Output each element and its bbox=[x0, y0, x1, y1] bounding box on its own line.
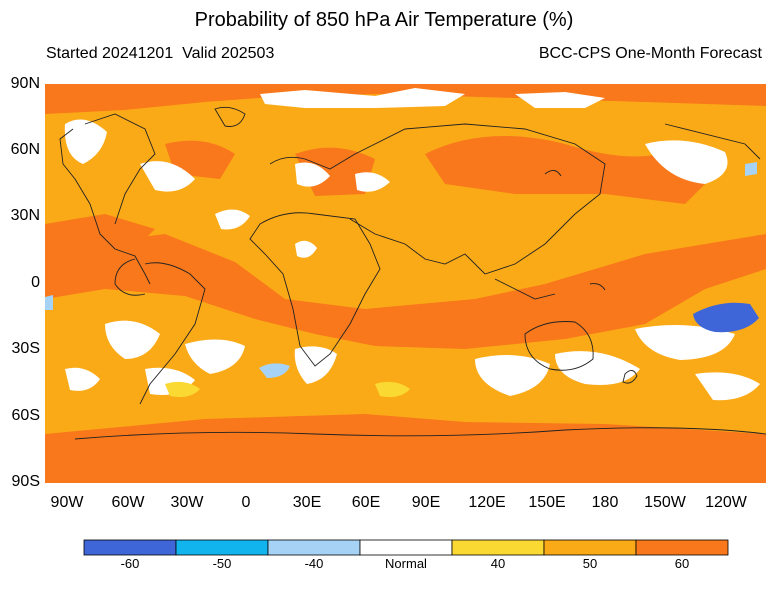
lon-label-30e: 30E bbox=[292, 494, 322, 511]
legend-label: -60 bbox=[120, 556, 140, 571]
legend-label: 60 bbox=[674, 556, 690, 571]
legend-swatch bbox=[543, 539, 637, 556]
legend-label: -50 bbox=[212, 556, 232, 571]
legend-label: -40 bbox=[304, 556, 324, 571]
strong-warm-regions bbox=[45, 84, 766, 483]
legend-swatch bbox=[451, 539, 545, 556]
lon-label-0: 0 bbox=[241, 494, 251, 511]
lat-label-0: 0 bbox=[31, 274, 40, 291]
legend-label: Normal bbox=[385, 556, 427, 571]
legend-swatch bbox=[83, 539, 177, 556]
lon-label-60e: 60E bbox=[351, 494, 381, 511]
lon-label-120w: 120W bbox=[705, 494, 747, 511]
lat-label-60s: 60S bbox=[11, 407, 40, 424]
lat-label-90n: 90N bbox=[10, 75, 40, 92]
light-warm-regions bbox=[165, 381, 410, 398]
coastlines bbox=[59, 106, 766, 440]
lon-label-150w: 150W bbox=[644, 494, 686, 511]
cold-anomalies bbox=[45, 162, 759, 378]
lat-label-90s: 90S bbox=[11, 473, 40, 490]
legend-swatch bbox=[175, 539, 269, 556]
subtitle-dates: Started 20241201 Valid 202503 bbox=[46, 45, 274, 63]
legend-label: 40 bbox=[490, 556, 506, 571]
lat-label-30n: 30N bbox=[10, 207, 40, 224]
lon-label-90w: 90W bbox=[50, 494, 84, 511]
probability-map bbox=[45, 84, 766, 483]
lat-label-60n: 60N bbox=[10, 141, 40, 158]
legend-swatches bbox=[83, 539, 729, 556]
valid-date: Valid 202503 bbox=[182, 45, 275, 62]
lon-label-120e: 120E bbox=[468, 494, 506, 511]
legend-swatch bbox=[359, 539, 453, 556]
started-date: Started 20241201 bbox=[46, 45, 174, 62]
legend-swatch bbox=[635, 539, 729, 556]
lon-label-180: 180 bbox=[591, 494, 619, 511]
forecast-source: BCC-CPS One-Month Forecast bbox=[538, 45, 762, 62]
lat-label-30s: 30S bbox=[11, 340, 40, 357]
lon-label-150e: 150E bbox=[528, 494, 566, 511]
normal-regions bbox=[64, 88, 760, 401]
map-title: Probability of 850 hPa Air Temperature (… bbox=[194, 9, 574, 31]
lon-label-30w: 30W bbox=[170, 494, 204, 511]
lon-label-60w: 60W bbox=[111, 494, 145, 511]
lon-label-90e: 90E bbox=[411, 494, 441, 511]
legend-label: 50 bbox=[582, 556, 598, 571]
legend-swatch bbox=[267, 539, 361, 556]
